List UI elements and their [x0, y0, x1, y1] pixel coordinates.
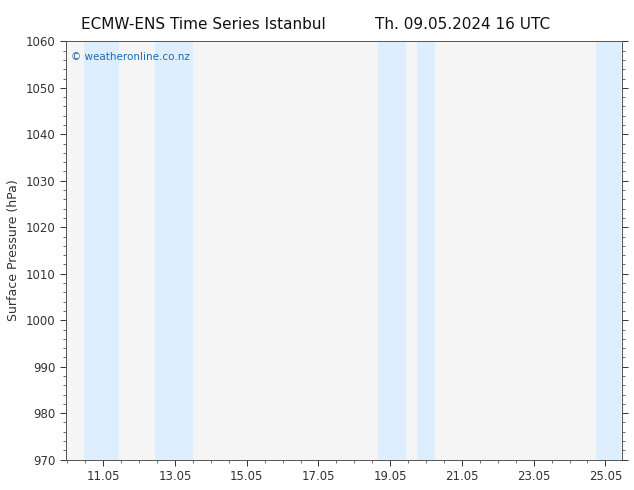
Bar — [378, 41, 406, 460]
Bar — [597, 41, 621, 460]
Text: © weatheronline.co.nz: © weatheronline.co.nz — [71, 52, 190, 62]
Bar — [84, 41, 119, 460]
Text: ECMW-ENS Time Series Istanbul: ECMW-ENS Time Series Istanbul — [81, 17, 325, 32]
Bar — [155, 41, 193, 460]
Y-axis label: Surface Pressure (hPa): Surface Pressure (hPa) — [7, 180, 20, 321]
Text: Th. 09.05.2024 16 UTC: Th. 09.05.2024 16 UTC — [375, 17, 550, 32]
Bar — [417, 41, 435, 460]
